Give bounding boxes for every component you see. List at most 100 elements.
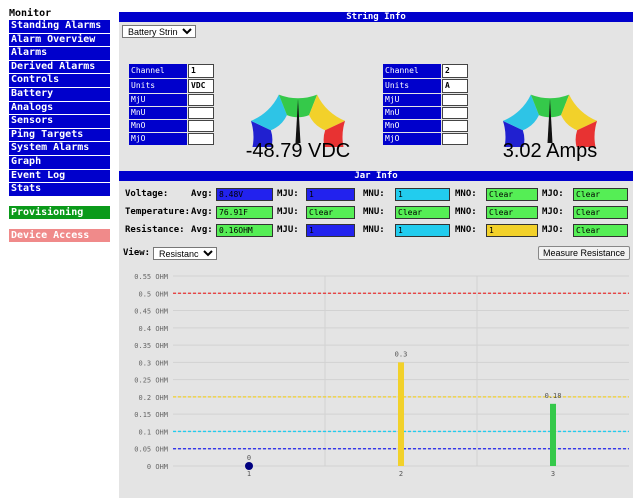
y-tick-label: 0.1 OHM [138, 428, 168, 436]
chart-point [245, 462, 253, 470]
jar-row-label: Temperature: [125, 207, 191, 217]
mno-value: 1 [486, 224, 538, 237]
mjo-label: MJO: [542, 207, 564, 217]
x-tick-label: 1 [247, 470, 251, 478]
sidebar-item-graph[interactable]: Graph [9, 155, 110, 169]
mnu-value: 1 [395, 224, 450, 237]
gauge-segment-high-minor [561, 94, 598, 131]
current-gauge [502, 94, 598, 147]
sidebar-item-analogs[interactable]: Analogs [9, 101, 110, 115]
bar-value-label: 0.3 [395, 350, 408, 358]
y-tick-label: 0.3 OHM [138, 359, 168, 367]
voltage-param-label: Units [129, 79, 187, 93]
current-param-value [442, 107, 468, 119]
y-tick-label: 0.55 OHM [134, 273, 168, 281]
gauge-needle [547, 99, 553, 143]
sidebar-item-event-log[interactable]: Event Log [9, 169, 110, 183]
mju-label: MJU: [277, 207, 299, 217]
voltage-param-value: VDC [188, 79, 214, 93]
mjo-label: MJO: [542, 225, 564, 235]
avg-label: Avg: [191, 225, 213, 235]
sidebar-section-title: Monitor [9, 8, 52, 19]
mnu-value: 1 [395, 188, 450, 201]
gauge-segment-low-major [250, 120, 273, 147]
jar-row-label: Resistance: [125, 225, 185, 235]
main-panel: String Info Battery String 1 Channel 1 Uni… [119, 12, 633, 498]
avg-value: 76.91F [216, 206, 273, 219]
y-tick-label: 0.15 OHM [134, 411, 168, 419]
mju-value: Clear [306, 206, 355, 219]
voltage-param-value [188, 94, 214, 106]
jar-info-header: Jar Info [119, 171, 633, 181]
x-tick-label: 2 [399, 470, 403, 478]
current-params-table: Channel 2 Units A MjU MnU MnO MjO [382, 63, 469, 146]
mno-label: MNO: [455, 207, 477, 217]
bar-value-label: 0 [247, 454, 251, 462]
y-tick-label: 0.45 OHM [134, 308, 168, 316]
gauge-needle [295, 99, 301, 143]
mjo-value: Clear [573, 206, 628, 219]
current-param-label: Channel [383, 64, 441, 78]
mjo-label: MJO: [542, 189, 564, 199]
mjo-value: Clear [573, 188, 628, 201]
y-tick-label: 0.5 OHM [138, 290, 168, 298]
sidebar-item-battery[interactable]: Battery [9, 87, 110, 101]
sidebar-item-standing-alarms[interactable]: Standing Alarms [9, 20, 110, 33]
mnu-label: MNU: [363, 225, 385, 235]
voltage-param-value: 1 [188, 64, 214, 78]
gauge-segment-low-minor [250, 94, 287, 131]
current-param-label: MjO [383, 133, 441, 145]
measure-resistance-button[interactable]: Measure Resistance [537, 246, 630, 260]
sidebar-item-alarm-overview[interactable]: Alarm Overview [9, 33, 110, 47]
jar-row: Temperature: Avg: MJU: MNU: MNO: MJO: 76.91F Cl… [125, 206, 630, 219]
x-tick-label: 3 [551, 470, 555, 478]
mju-label: MJU: [277, 189, 299, 199]
voltage-param-label: MjO [129, 133, 187, 145]
mnu-value: Clear [395, 206, 450, 219]
voltage-params-table: Channel 1 Units VDC MjU MnU MnO MjO [128, 63, 215, 146]
chart-bar [398, 362, 404, 466]
sidebar-item-alarms[interactable]: Alarms [9, 47, 110, 60]
mno-value: Clear [486, 188, 538, 201]
sidebar-item-derived-alarms[interactable]: Derived Alarms [9, 60, 110, 74]
mno-value: Clear [486, 206, 538, 219]
mju-value: 1 [306, 188, 355, 201]
sidebar-item-stats[interactable]: Stats [9, 183, 110, 196]
y-tick-label: 0.2 OHM [138, 394, 168, 402]
sidebar-item-ping-targets[interactable]: Ping Targets [9, 128, 110, 142]
jar-row: Resistance: Avg: MJU: MNU: MNO: MJO: 0.16OHM 1 1… [125, 224, 630, 237]
mnu-label: MNU: [363, 189, 385, 199]
current-param-value: A [442, 79, 468, 93]
current-param-value: 2 [442, 64, 468, 78]
current-param-value [442, 120, 468, 132]
voltage-param-label: MnO [129, 120, 187, 132]
y-tick-label: 0.4 OHM [138, 325, 168, 333]
current-param-label: MnO [383, 120, 441, 132]
mju-label: MJU: [277, 225, 299, 235]
jar-row-label: Voltage: [125, 189, 169, 199]
mnu-label: MNU: [363, 207, 385, 217]
current-param-label: MjU [383, 94, 441, 106]
avg-value: 0.16OHM [216, 224, 273, 237]
sidebar-item-provisioning[interactable]: Provisioning [9, 205, 110, 219]
mjo-value: Clear [573, 224, 628, 237]
voltage-gauge [250, 94, 346, 147]
voltage-reading: -48.79 VDC [245, 140, 351, 162]
voltage-param-value [188, 107, 214, 119]
battery-string-select[interactable]: Battery String 1 [122, 25, 196, 38]
current-param-value [442, 94, 468, 106]
current-reading: 3.02 Amps [502, 140, 598, 162]
sidebar-item-system-alarms[interactable]: System Alarms [9, 142, 110, 155]
gauge-segment-high-major [575, 120, 598, 147]
current-param-label: MnU [383, 107, 441, 119]
view-select[interactable]: Resistance [153, 247, 217, 260]
sidebar-item-sensors[interactable]: Sensors [9, 115, 110, 128]
sidebar: Monitor Standing Alarms Alarm Overview Ala… [9, 8, 110, 242]
view-label: View: [123, 248, 151, 258]
gauge-segment-high-major [323, 120, 346, 147]
voltage-param-label: MnU [129, 107, 187, 119]
sidebar-item-device-access[interactable]: Device Access [9, 228, 110, 242]
avg-value: 8.48V [216, 188, 273, 201]
sidebar-item-controls[interactable]: Controls [9, 74, 110, 87]
gauge-segment-high-minor [309, 94, 346, 131]
